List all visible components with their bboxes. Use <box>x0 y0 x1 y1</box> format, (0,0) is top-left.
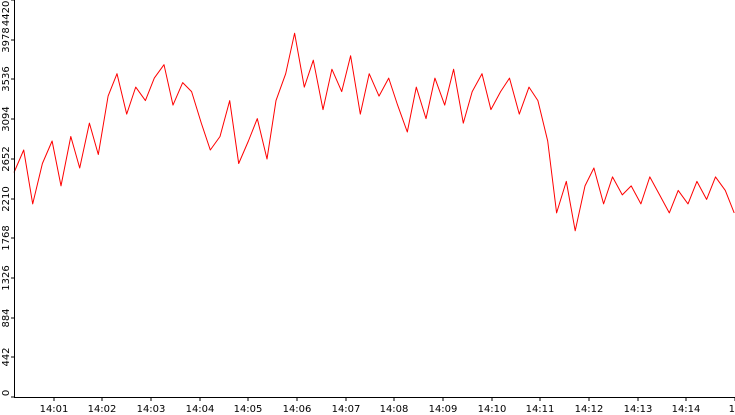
x-tick-label: 14:01 <box>40 404 69 415</box>
y-tick-label: 1326 <box>1 265 12 290</box>
y-tick-label: 1768 <box>1 225 12 250</box>
y-tick-label: 3978 <box>1 27 12 52</box>
x-tick-label: 14:10 <box>478 404 507 415</box>
x-axis-ticks: 14:01 14:02 14:03 14:04 14:05 14:06 14:07 14:08… <box>40 397 735 415</box>
y-tick-label: 884 <box>1 308 12 327</box>
y-tick-label: 4420 <box>1 1 12 26</box>
series-line-0 <box>13 32 735 232</box>
x-tick-label: 14:12 <box>575 404 604 415</box>
x-tick-label: 14:13 <box>624 404 653 415</box>
y-tick-label: 0 <box>1 390 12 396</box>
y-tick-label: 2652 <box>1 146 12 171</box>
plot-background <box>14 0 735 397</box>
plot-area <box>14 0 735 397</box>
x-tick-label: 14:03 <box>137 404 166 415</box>
x-tick-label: 14 <box>729 404 735 415</box>
y-tick-label: 442 <box>1 347 12 366</box>
y-tick-label: 3094 <box>1 106 12 131</box>
x-tick-label: 14:02 <box>88 404 117 415</box>
x-tick-label: 14:14 <box>672 404 701 415</box>
axes-layer <box>14 0 735 398</box>
x-tick-label: 14:11 <box>526 404 555 415</box>
x-tick-label: 14:04 <box>186 404 215 415</box>
x-tick-label: 14:09 <box>429 404 458 415</box>
x-tick-label: 14:07 <box>332 404 361 415</box>
x-tick-label: 14:08 <box>380 404 409 415</box>
x-tick-label: 14:06 <box>283 404 312 415</box>
series-layer <box>13 32 735 232</box>
y-tick-label: 2210 <box>1 186 12 211</box>
y-tick-label: 3536 <box>1 66 12 91</box>
x-tick-label: 14:05 <box>234 404 263 415</box>
